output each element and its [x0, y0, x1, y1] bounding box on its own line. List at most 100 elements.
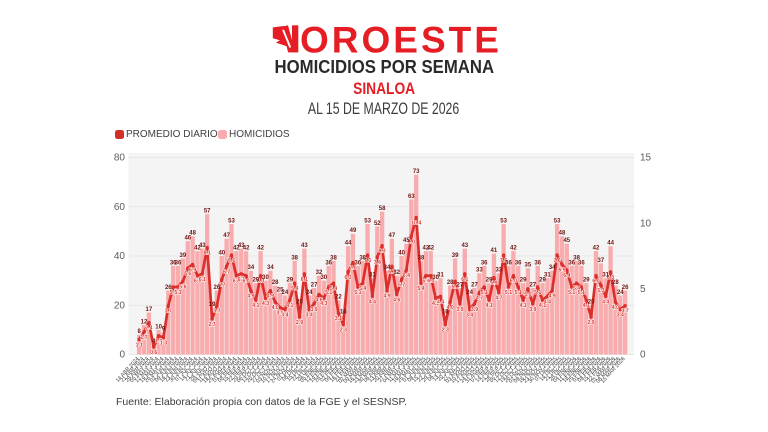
svg-text:33: 33	[476, 268, 483, 274]
svg-text:29: 29	[520, 277, 527, 283]
svg-text:40: 40	[398, 250, 405, 256]
svg-text:52: 52	[374, 221, 381, 227]
svg-text:6.0: 6.0	[510, 279, 517, 285]
svg-text:7.6: 7.6	[553, 258, 560, 264]
svg-text:3.9: 3.9	[471, 307, 478, 313]
svg-text:38: 38	[291, 255, 298, 261]
svg-text:8.1: 8.1	[204, 251, 211, 257]
svg-text:0.6: 0.6	[150, 350, 157, 356]
svg-text:48: 48	[189, 231, 196, 237]
svg-text:43: 43	[301, 243, 308, 249]
svg-text:39: 39	[452, 253, 459, 259]
svg-text:10: 10	[155, 324, 162, 330]
svg-text:39: 39	[180, 253, 187, 259]
svg-text:7.6: 7.6	[500, 258, 507, 264]
svg-text:5.6: 5.6	[451, 284, 458, 290]
svg-text:17: 17	[146, 307, 153, 313]
svg-text:36: 36	[355, 260, 362, 266]
svg-text:2.3: 2.3	[442, 328, 449, 334]
svg-text:45: 45	[403, 238, 410, 244]
svg-text:25: 25	[277, 287, 284, 293]
svg-text:4.3: 4.3	[432, 301, 439, 307]
svg-text:4.1: 4.1	[485, 303, 492, 309]
svg-text:58: 58	[379, 206, 386, 212]
svg-text:36: 36	[534, 260, 541, 266]
svg-text:22: 22	[335, 295, 342, 301]
svg-text:38: 38	[359, 255, 366, 261]
svg-text:43: 43	[199, 243, 206, 249]
svg-text:38: 38	[418, 255, 425, 261]
svg-text:OROESTE: OROESTE	[300, 25, 499, 60]
svg-text:4.1: 4.1	[252, 303, 259, 309]
svg-text:29: 29	[486, 277, 493, 283]
svg-text:27: 27	[471, 282, 478, 288]
svg-text:6.3: 6.3	[344, 275, 351, 281]
svg-text:1.3: 1.3	[160, 341, 167, 347]
svg-text:24: 24	[282, 290, 289, 296]
svg-text:24: 24	[617, 290, 624, 296]
svg-text:45: 45	[563, 238, 570, 244]
svg-text:3.4: 3.4	[306, 313, 313, 319]
svg-text:5.1: 5.1	[481, 290, 488, 296]
svg-text:34: 34	[384, 265, 391, 271]
svg-text:20: 20	[296, 300, 303, 306]
svg-text:27: 27	[457, 282, 464, 288]
svg-text:44: 44	[607, 241, 614, 247]
svg-text:1.4: 1.4	[155, 339, 162, 345]
svg-text:7.0: 7.0	[349, 266, 356, 272]
svg-text:60: 60	[114, 202, 126, 213]
svg-text:57: 57	[204, 209, 211, 215]
svg-text:43: 43	[238, 243, 245, 249]
svg-text:16: 16	[442, 310, 449, 316]
svg-text:34: 34	[549, 265, 556, 271]
svg-text:3.4: 3.4	[466, 313, 473, 319]
svg-text:4.6: 4.6	[315, 298, 322, 304]
svg-text:6.7: 6.7	[223, 269, 230, 275]
svg-text:6.3: 6.3	[607, 275, 614, 281]
svg-text:31: 31	[437, 273, 444, 279]
svg-text:24: 24	[466, 290, 473, 296]
svg-text:6.1: 6.1	[238, 277, 245, 283]
svg-text:32: 32	[316, 270, 323, 276]
svg-text:5.4: 5.4	[330, 286, 337, 292]
svg-text:2.9: 2.9	[587, 320, 594, 326]
svg-text:63: 63	[408, 194, 415, 200]
svg-text:4: 4	[152, 339, 156, 345]
svg-text:5.1: 5.1	[170, 290, 177, 296]
svg-text:36: 36	[481, 260, 488, 266]
svg-text:47: 47	[389, 233, 396, 239]
svg-text:3.7: 3.7	[165, 309, 172, 315]
svg-text:20: 20	[114, 300, 126, 311]
svg-text:5.6: 5.6	[179, 284, 186, 290]
svg-text:19: 19	[209, 302, 216, 308]
svg-text:4.1: 4.1	[583, 303, 590, 309]
svg-text:40: 40	[218, 250, 225, 256]
svg-text:4.4: 4.4	[602, 299, 609, 305]
svg-text:6.0: 6.0	[233, 279, 240, 285]
svg-text:6.4: 6.4	[563, 273, 570, 279]
svg-text:32: 32	[393, 270, 400, 276]
svg-text:4.4: 4.4	[369, 299, 376, 305]
svg-text:42: 42	[257, 245, 264, 251]
svg-text:4.0: 4.0	[447, 305, 454, 311]
svg-text:5.1: 5.1	[174, 290, 181, 296]
svg-text:53: 53	[500, 218, 507, 224]
svg-text:4.4: 4.4	[544, 299, 551, 305]
svg-text:80: 80	[114, 153, 126, 164]
svg-text:36: 36	[175, 260, 182, 266]
svg-text:1.7: 1.7	[140, 335, 147, 341]
svg-text:1.1: 1.1	[136, 343, 143, 349]
svg-text:5: 5	[640, 284, 646, 295]
svg-text:6.6: 6.6	[184, 271, 191, 277]
svg-text:73: 73	[413, 169, 420, 175]
svg-text:4.3: 4.3	[262, 301, 269, 307]
svg-text:42: 42	[243, 245, 250, 251]
svg-text:3.9: 3.9	[310, 307, 317, 313]
svg-text:5.7: 5.7	[398, 283, 405, 289]
svg-text:6.1: 6.1	[461, 277, 468, 283]
svg-text:42: 42	[427, 245, 434, 251]
svg-text:6.9: 6.9	[189, 267, 196, 273]
svg-text:4.6: 4.6	[393, 298, 400, 304]
svg-text:29: 29	[252, 277, 259, 283]
svg-text:24: 24	[306, 290, 313, 296]
